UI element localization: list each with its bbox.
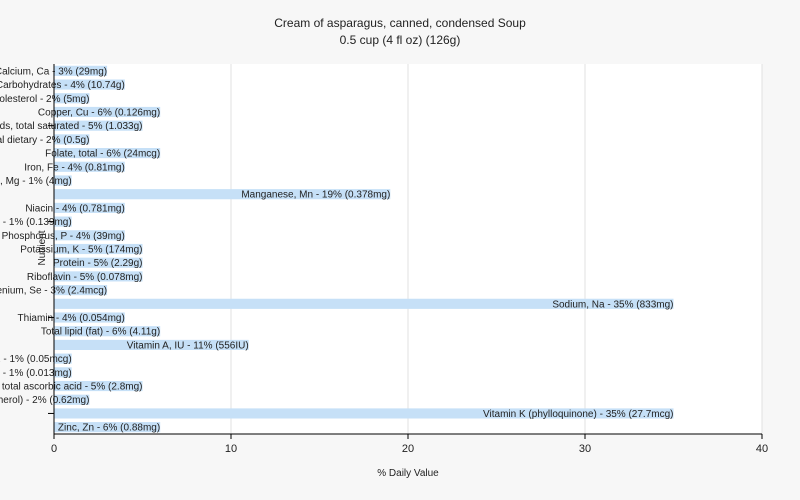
- bar: [54, 148, 161, 159]
- bar-label: Riboflavin - 5% (0.078mg): [27, 272, 143, 283]
- bar-label: Niacin - 4% (0.781mg): [25, 203, 124, 214]
- bar-label: Vitamin B-6 - 1% (0.013mg): [0, 368, 72, 379]
- bar: [54, 298, 674, 309]
- bar: [54, 339, 249, 350]
- bar-label: Zinc, Zn - 6% (0.88mg): [58, 423, 160, 434]
- bar-label: Magnesium, Mg - 1% (4mg): [0, 176, 72, 187]
- bar-label: Total lipid (fat) - 6% (4.11g): [41, 327, 160, 338]
- bar: [54, 65, 108, 76]
- bar-label: Copper, Cu - 6% (0.126mg): [38, 107, 160, 118]
- bar: [54, 79, 125, 90]
- bar-label: Iron, Fe - 4% (0.81mg): [24, 162, 125, 173]
- bar: [54, 120, 143, 131]
- bar-label: Potassium, K - 5% (174mg): [20, 245, 142, 256]
- bar-label: Vitamin E (alpha-tocopherol) - 2% (0.62m…: [0, 395, 89, 406]
- bar: [54, 216, 72, 227]
- bar-label: Fiber, total dietary - 2% (0.5g): [0, 135, 89, 146]
- bar: [54, 353, 72, 364]
- bar: [54, 326, 161, 337]
- bar: [54, 106, 161, 118]
- bar-label: Vitamin B-12 - 1% (0.05mcg): [0, 354, 72, 365]
- bar: [54, 257, 143, 268]
- x-tick-label: 40: [756, 443, 768, 455]
- bar: [54, 285, 108, 296]
- x-tick-label: 0: [51, 443, 57, 455]
- bar-label: Vitamin K (phylloquinone) - 35% (27.7mcg…: [483, 409, 673, 420]
- bar: [54, 367, 72, 378]
- bar-label: Thiamin - 4% (0.054mg): [18, 313, 125, 324]
- x-axis-label: % Daily Value: [377, 468, 439, 479]
- chart-title: Cream of asparagus, canned, condensed So…: [274, 16, 526, 30]
- bar-label: Fatty acids, total saturated - 5% (1.033…: [0, 121, 143, 132]
- chart-subtitle: 0.5 cup (4 fl oz) (126g): [340, 33, 461, 47]
- bar-label: Vitamin C, total ascorbic acid - 5% (2.8…: [0, 382, 143, 393]
- bar: [54, 243, 143, 255]
- bar-label: Carbohydrates - 4% (10.74g): [0, 80, 125, 91]
- bar-label: Vitamin A, IU - 11% (556IU): [127, 340, 249, 351]
- bar: [54, 175, 72, 186]
- bar: [54, 408, 674, 419]
- bar: [54, 394, 90, 405]
- x-tick-label: 30: [579, 443, 591, 455]
- bar-label: Cholesterol - 2% (5mg): [0, 94, 89, 105]
- bar-label: Sodium, Na - 35% (833mg): [552, 299, 673, 310]
- bar: [54, 380, 143, 392]
- bar: [54, 93, 90, 104]
- bar: [54, 312, 125, 323]
- bar-label: Folate, total - 6% (24mcg): [45, 149, 160, 160]
- plot-area: Calcium, Ca - 3% (29mg)Carbohydrates - 4…: [0, 64, 768, 455]
- bar: [54, 202, 125, 213]
- bar: [54, 134, 90, 145]
- bar: [54, 230, 125, 241]
- bar: [54, 271, 143, 282]
- bar-label: Protein - 5% (2.29g): [53, 258, 143, 269]
- bar: [54, 422, 161, 433]
- bar: [54, 161, 125, 172]
- x-tick-label: 10: [225, 443, 237, 455]
- y-axis-label: Nutrient: [37, 230, 48, 265]
- x-tick-label: 20: [402, 443, 414, 455]
- bar: [54, 189, 391, 200]
- bar-label: Manganese, Mn - 19% (0.378mg): [241, 190, 390, 201]
- bar-label: Pantothenic acid - 1% (0.139mg): [0, 217, 72, 228]
- bar-label: Phosphorus, P - 4% (39mg): [2, 231, 125, 242]
